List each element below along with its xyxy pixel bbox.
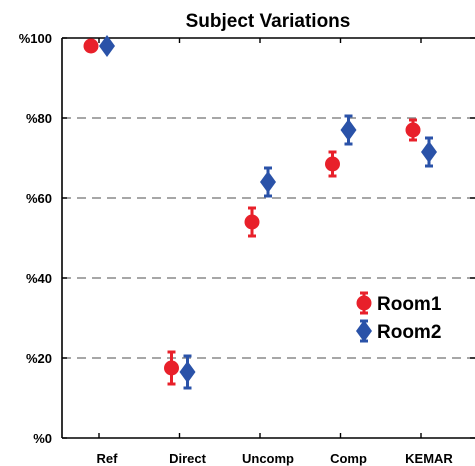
data-point [421, 141, 437, 163]
data-point [164, 360, 179, 376]
y-tick-label: %0 [33, 431, 52, 446]
data-point [260, 171, 276, 193]
y-tick-label: %20 [26, 351, 52, 366]
legend-marker [356, 295, 372, 311]
y-tick-label: %100 [19, 31, 52, 46]
legend: Room1 Room2 [356, 291, 442, 343]
series-room1 [83, 38, 421, 386]
y-tick-labels: %0 %20 %40 %60 %80 %100 [19, 31, 52, 446]
x-tick-label: KEMAR [405, 451, 453, 466]
data-marks [83, 35, 437, 390]
y-tick-label: %60 [26, 191, 52, 206]
data-point [325, 156, 340, 172]
data-point [244, 214, 260, 230]
x-tick-label: Comp [330, 451, 367, 466]
data-point [340, 119, 357, 141]
grid-lines [62, 117, 475, 359]
legend-marker [356, 320, 372, 342]
legend-label: Room2 [377, 322, 441, 343]
data-point [99, 35, 115, 57]
x-tick-label: Uncomp [242, 451, 294, 466]
chart-title: Subject Variations [186, 11, 351, 32]
data-point [83, 38, 99, 54]
y-tick-label: %40 [26, 271, 52, 286]
series-room2 [99, 35, 437, 390]
legend-label: Room1 [377, 294, 442, 315]
x-tick-label: Ref [97, 451, 119, 466]
axes [61, 37, 475, 439]
y-tick-label: %80 [26, 111, 52, 126]
data-point [405, 122, 421, 138]
data-point [179, 361, 196, 383]
x-tick-label: Direct [169, 451, 207, 466]
x-tick-labels: Ref Direct Uncomp Comp KEMAR [97, 451, 454, 466]
